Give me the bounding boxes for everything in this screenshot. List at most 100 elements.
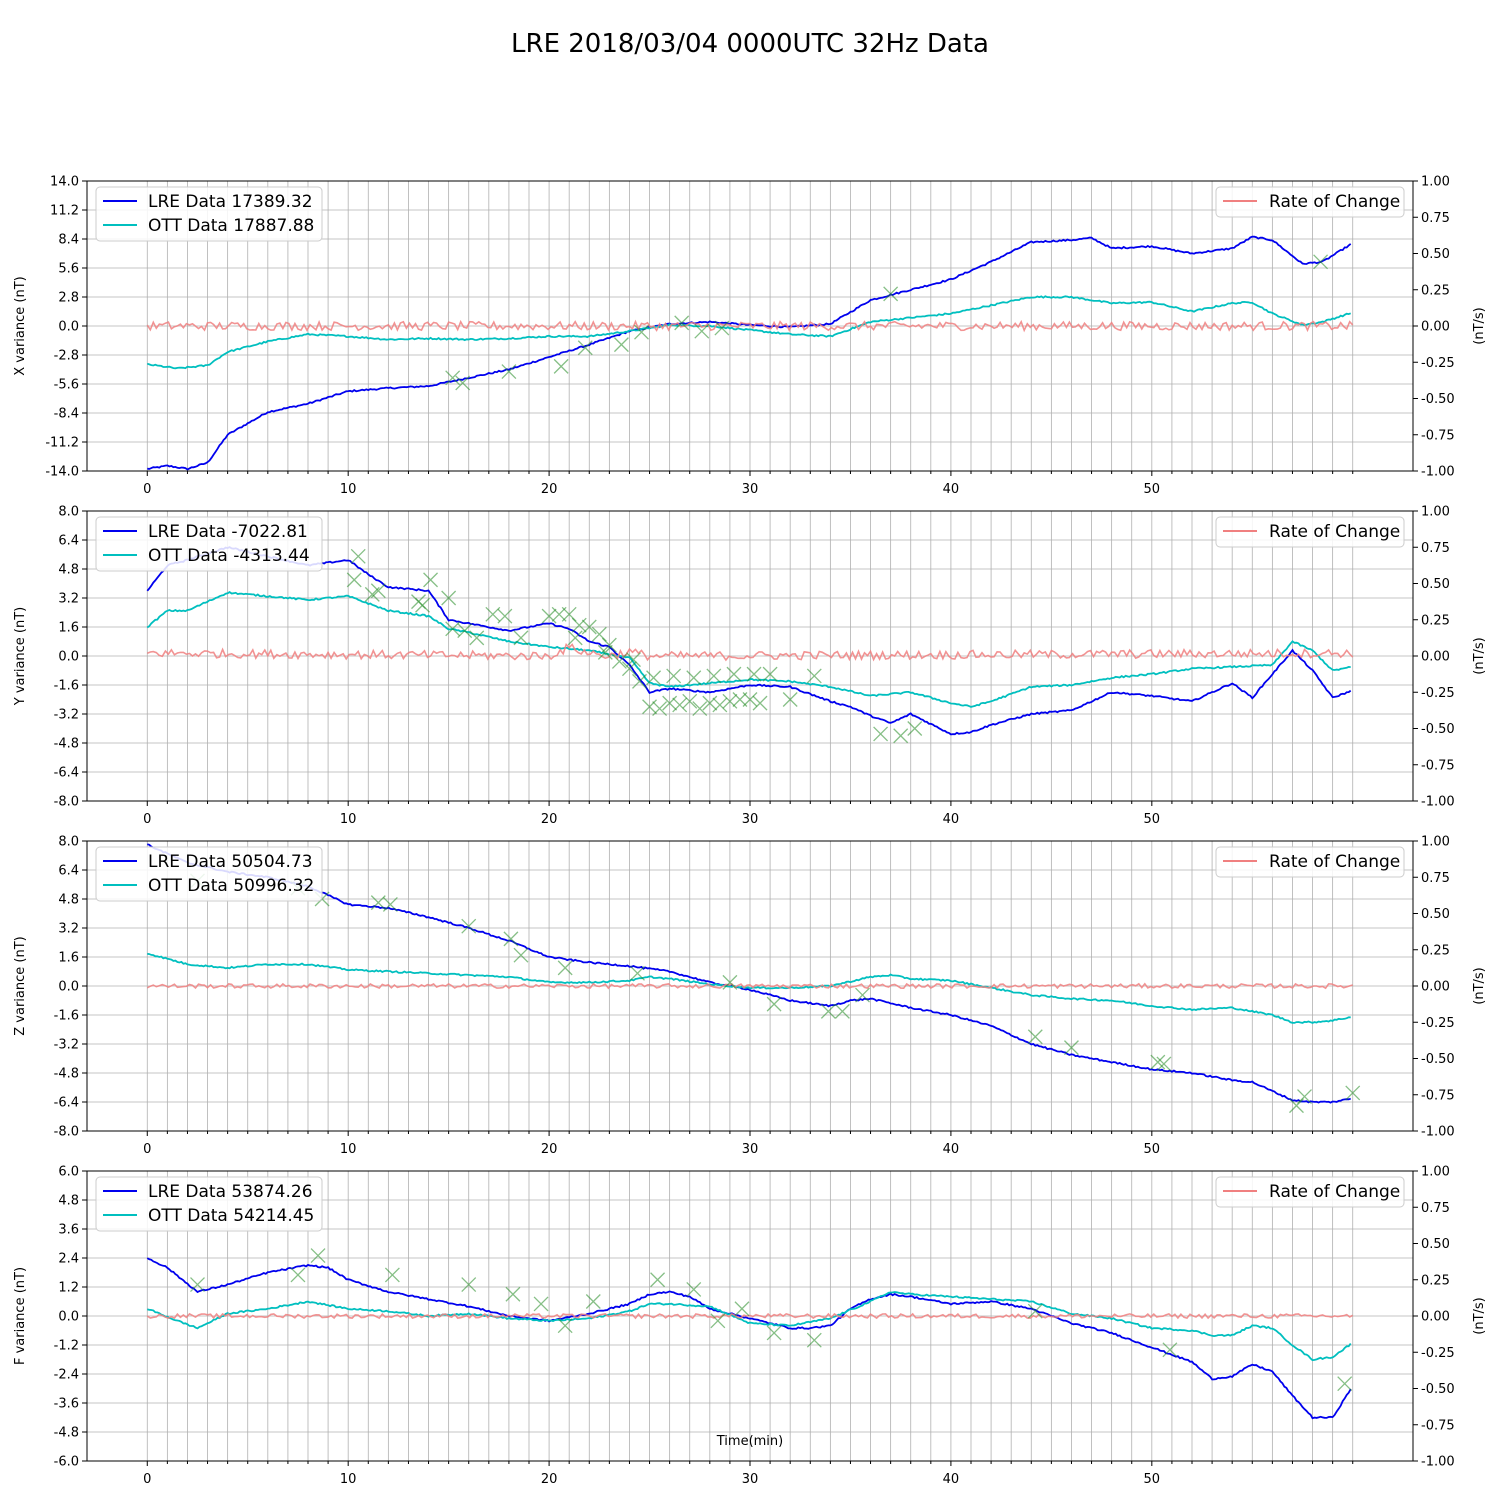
flag-marker — [672, 697, 688, 713]
y2-tick-label: -0.50 — [1421, 1052, 1455, 1067]
flag-marker — [666, 668, 682, 684]
y-tick-label: -6.0 — [54, 1455, 79, 1470]
flag-marker — [441, 590, 457, 606]
flag-marker — [455, 375, 471, 391]
y-axis-label: Z variance (nT) — [13, 936, 28, 1035]
flag-marker — [742, 692, 758, 707]
flag-marker — [585, 1294, 601, 1309]
x-tick-label: 10 — [340, 1472, 357, 1487]
flag-marker — [611, 653, 627, 669]
x-tick-label: 30 — [742, 812, 759, 827]
legend-box — [1215, 846, 1405, 878]
legend-box — [1215, 186, 1405, 218]
flag-marker — [834, 1003, 850, 1019]
y-tick-label: 6.4 — [58, 864, 79, 879]
flag-marker — [461, 1277, 477, 1293]
y-tick-label: 3.2 — [58, 592, 79, 607]
flag-marker — [632, 673, 647, 689]
flag-marker — [533, 1296, 549, 1312]
series-line-rate-of-change — [146, 319, 1354, 333]
flag-marker — [1027, 1029, 1043, 1045]
legend-label: OTT Data 54214.45 — [148, 1206, 314, 1226]
flag-marker — [746, 666, 762, 682]
series-line-lre — [146, 546, 1352, 736]
flag-marker — [1162, 1342, 1178, 1358]
legend-label: Rate of Change — [1269, 192, 1400, 212]
flag-marker — [513, 947, 529, 963]
plot-area — [146, 843, 1361, 1114]
y-tick-label: 0.0 — [58, 650, 79, 665]
y-tick-label: 1.6 — [58, 951, 79, 966]
y-tick-label: 0.0 — [58, 980, 79, 995]
flag-marker — [710, 1313, 726, 1329]
y2-tick-label: 1.00 — [1421, 835, 1450, 850]
flag-marker — [652, 701, 668, 717]
flag-marker — [497, 608, 513, 624]
plot-area — [146, 546, 1354, 744]
flag-marker — [581, 619, 597, 635]
x-axis-label: Time(min) — [716, 1434, 783, 1449]
flag-markers — [346, 548, 923, 744]
flag-marker — [469, 630, 485, 646]
y2-tick-label: 0.50 — [1421, 247, 1450, 262]
flag-marker — [1313, 254, 1329, 270]
flag-marker — [692, 701, 708, 717]
flag-marker — [382, 896, 398, 912]
flag-marker — [505, 1286, 521, 1302]
y-tick-label: 4.8 — [58, 893, 79, 908]
y2-tick-label: -0.75 — [1421, 428, 1455, 443]
legend-box — [95, 1176, 323, 1232]
x-tick-label: 10 — [340, 1142, 357, 1157]
flag-marker — [445, 370, 461, 386]
x-tick-label: 50 — [1144, 482, 1161, 497]
series-line-rate-of-change — [146, 1312, 1354, 1320]
flag-marker — [1289, 1098, 1304, 1114]
flag-markers — [190, 1248, 1353, 1392]
y2-axis-label: (nT/s) — [1472, 307, 1487, 344]
y2-tick-label: 0.25 — [1421, 1273, 1450, 1288]
legend-right: Rate of Change — [1215, 846, 1405, 878]
legend-label: Rate of Change — [1269, 852, 1400, 872]
y-tick-label: 8.4 — [58, 233, 79, 248]
legend-label: OTT Data -4313.44 — [148, 546, 310, 566]
legend-box — [1215, 516, 1405, 548]
y-tick-label: -4.8 — [54, 1067, 79, 1082]
y2-tick-label: 0.75 — [1421, 1201, 1450, 1216]
x-tick-label: 0 — [143, 1472, 151, 1487]
flag-markers — [190, 873, 1361, 1114]
flag-marker — [893, 728, 909, 744]
y-tick-label: 0.0 — [58, 1310, 79, 1325]
flag-marker — [567, 630, 583, 646]
axes-frame — [86, 180, 1414, 472]
flag-marker — [752, 695, 768, 711]
series-line-ott — [147, 952, 1351, 1024]
y-tick-label: 8.0 — [58, 835, 79, 850]
x-tick-label: 20 — [541, 482, 558, 497]
flag-marker — [762, 666, 778, 682]
y2-tick-label: 1.00 — [1421, 175, 1450, 190]
flag-marker — [1156, 1056, 1172, 1072]
y-tick-label: 5.6 — [58, 262, 79, 277]
series-line-rate-of-change — [146, 982, 1353, 990]
y2-tick-label: -1.00 — [1421, 795, 1455, 810]
flag-marker — [557, 960, 573, 976]
flag-marker — [855, 987, 870, 1003]
y-tick-label: 6.4 — [58, 534, 79, 549]
y-tick-label: 4.8 — [58, 563, 79, 578]
plot-area — [146, 235, 1354, 471]
legend-left: LRE Data 53874.26 OTT Data 54214.45 — [95, 1176, 323, 1232]
y-axis-label: Y variance (nT) — [13, 607, 28, 707]
flag-marker — [601, 637, 617, 653]
flag-marker — [597, 644, 613, 660]
flag-marker — [290, 1267, 306, 1283]
flag-marker — [501, 364, 517, 380]
flag-marker — [423, 572, 439, 588]
legend-label: LRE Data 17389.32 — [148, 192, 313, 212]
y-tick-label: -3.2 — [54, 1038, 79, 1053]
x-tick-label: 0 — [143, 482, 151, 497]
flag-marker — [712, 697, 728, 713]
x-tick-label: 50 — [1144, 1142, 1161, 1157]
y-tick-label: 11.2 — [50, 204, 79, 219]
y-tick-label: 2.8 — [58, 291, 79, 306]
